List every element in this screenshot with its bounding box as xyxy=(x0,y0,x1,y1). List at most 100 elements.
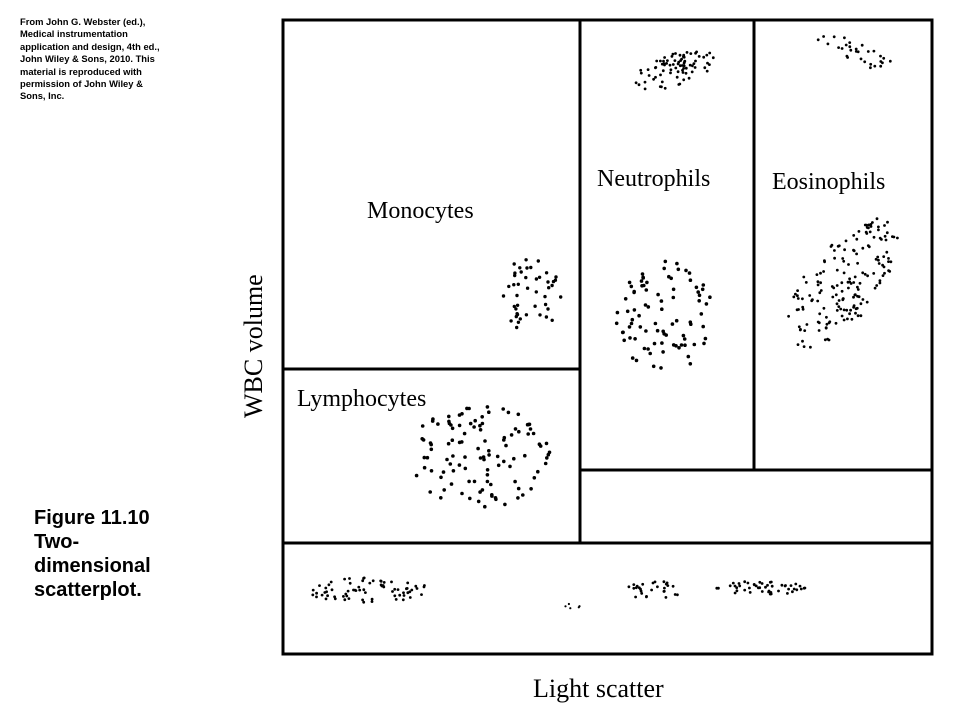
eosinophil-main-dot xyxy=(837,244,841,248)
eosinophil-main-dot xyxy=(833,256,836,260)
lymphocyte-dot xyxy=(525,422,530,427)
neutrophil-upper-dot xyxy=(637,83,641,87)
debris-left-dot xyxy=(393,587,397,591)
eosinophil-upper-dot xyxy=(822,35,825,38)
lymphocyte-dot xyxy=(501,407,506,411)
debris-right-dot xyxy=(767,590,770,594)
debris-mid-dot xyxy=(650,588,653,592)
debris-right-dot xyxy=(799,587,803,591)
neutrophil-lower-dot xyxy=(692,342,697,347)
neutrophil-lower-dot xyxy=(686,354,691,359)
debris-left-dot xyxy=(311,593,315,597)
eosinophil-main-dot xyxy=(892,235,896,239)
neutrophil-upper-dot xyxy=(690,70,694,74)
eosinophil-main-dot xyxy=(882,255,886,258)
eosinophil-main-dot xyxy=(874,257,878,261)
neutrophil-lower-dot xyxy=(663,259,668,264)
eosinophil-main-dot xyxy=(803,329,807,332)
neutrophil-upper-dot xyxy=(671,63,675,66)
debris-mid-dot xyxy=(634,595,637,599)
neutrophil-lower-dot xyxy=(625,309,630,314)
neutrophil-lower-dot xyxy=(671,287,676,292)
debris-right-dot xyxy=(733,591,737,595)
eosinophil-main-dot xyxy=(841,257,845,260)
eosinophil-main-dot xyxy=(823,338,827,342)
eosinophil-main-dot xyxy=(787,314,790,318)
monocyte-dot xyxy=(512,262,516,266)
eosinophil-main-dot xyxy=(840,281,844,285)
lymphocyte-dot xyxy=(516,486,521,491)
debris-left-dot xyxy=(311,588,315,592)
neutrophil-lower-dot xyxy=(674,344,678,348)
eosinophil-main-dot xyxy=(864,230,868,234)
lymphocyte-dot xyxy=(463,466,468,471)
monocyte-dot xyxy=(515,293,519,298)
neutrophil-lower-dot xyxy=(628,336,632,340)
eosinophil-main-dot xyxy=(849,282,853,285)
eosinophil-main-dot xyxy=(842,271,846,275)
debris-mid-dot xyxy=(632,583,636,586)
eosinophil-main-dot xyxy=(847,286,850,290)
neutrophil-lower-dot xyxy=(703,336,708,341)
eosinophil-main-dot xyxy=(816,283,820,287)
neutrophil-lower-dot xyxy=(634,358,639,363)
neutrophil-lower-dot xyxy=(630,356,635,360)
debris-mid-dot xyxy=(656,585,659,589)
neutrophil-lower-dot xyxy=(669,276,673,281)
neutrophil-lower-dot xyxy=(642,346,647,351)
neutrophil-upper-dot xyxy=(692,62,696,65)
neutrophil-lower-dot xyxy=(637,313,641,318)
debris-left-dot xyxy=(315,591,318,595)
debris-left-dot xyxy=(415,587,419,590)
eosinophil-main-dot xyxy=(818,312,822,316)
lymphocyte-dot xyxy=(420,424,425,428)
lymphocyte-dot xyxy=(451,454,455,458)
eosinophil-upper-dot xyxy=(863,60,867,64)
lymphocyte-dot xyxy=(487,453,491,457)
monocyte-dot xyxy=(524,313,529,317)
neutrophil-upper-dot xyxy=(662,59,665,63)
monocyte-dot xyxy=(525,286,530,290)
neutrophil-lower-dot xyxy=(640,272,645,276)
eosinophil-main-dot xyxy=(845,308,849,312)
eosinophil-upper-dot xyxy=(826,42,830,46)
debris-left-dot xyxy=(324,597,328,601)
figure-caption: Figure 11.10 Two- dimensional scatterplo… xyxy=(34,506,204,602)
neutrophil-lower-dot xyxy=(630,317,635,322)
debris-mid-dot xyxy=(645,595,648,598)
monocyte-dot xyxy=(551,279,556,284)
debris-mid-dot xyxy=(641,582,645,586)
debris-left-dot xyxy=(402,594,406,597)
neutrophil-upper-dot xyxy=(681,68,684,72)
neutrophil-lower-dot xyxy=(656,292,660,297)
lymphocyte-dot xyxy=(545,456,549,460)
debris-left-dot xyxy=(357,585,361,589)
neutrophil-upper-dot xyxy=(688,63,692,67)
neutrophil-lower-dot xyxy=(670,322,675,326)
eosinophil-main-dot xyxy=(868,230,872,234)
neutrophil-lower-dot xyxy=(651,364,656,369)
neutrophil-lower-dot xyxy=(677,346,681,350)
debris-left-dot xyxy=(401,598,405,602)
lymphocyte-dot xyxy=(420,437,425,441)
debris-right-dot xyxy=(777,589,780,593)
debris-right-dot xyxy=(735,589,739,593)
debris-left-dot xyxy=(358,588,362,592)
neutrophil-lower-dot xyxy=(660,307,664,312)
caption-line: Two- xyxy=(34,531,80,553)
neutrophil-lower-dot xyxy=(697,299,701,303)
debris-right-dot xyxy=(794,582,798,586)
neutrophil-lower-dot xyxy=(638,325,643,329)
neutrophil-upper-dot xyxy=(674,52,677,55)
lymphocyte-dot xyxy=(428,490,433,494)
debris-left-dot xyxy=(393,594,397,598)
lymphocyte-dot xyxy=(528,427,533,431)
debris-left-dot xyxy=(352,588,355,592)
neutrophil-lower-dot xyxy=(639,279,644,283)
debris-right-dot xyxy=(746,581,750,585)
neutrophil-upper-dot xyxy=(697,55,701,58)
debris-mid-dot xyxy=(663,586,666,590)
neutrophil-lower-dot xyxy=(643,303,648,307)
eosinophil-main-dot xyxy=(840,314,844,318)
debris-left-dot xyxy=(382,585,386,589)
